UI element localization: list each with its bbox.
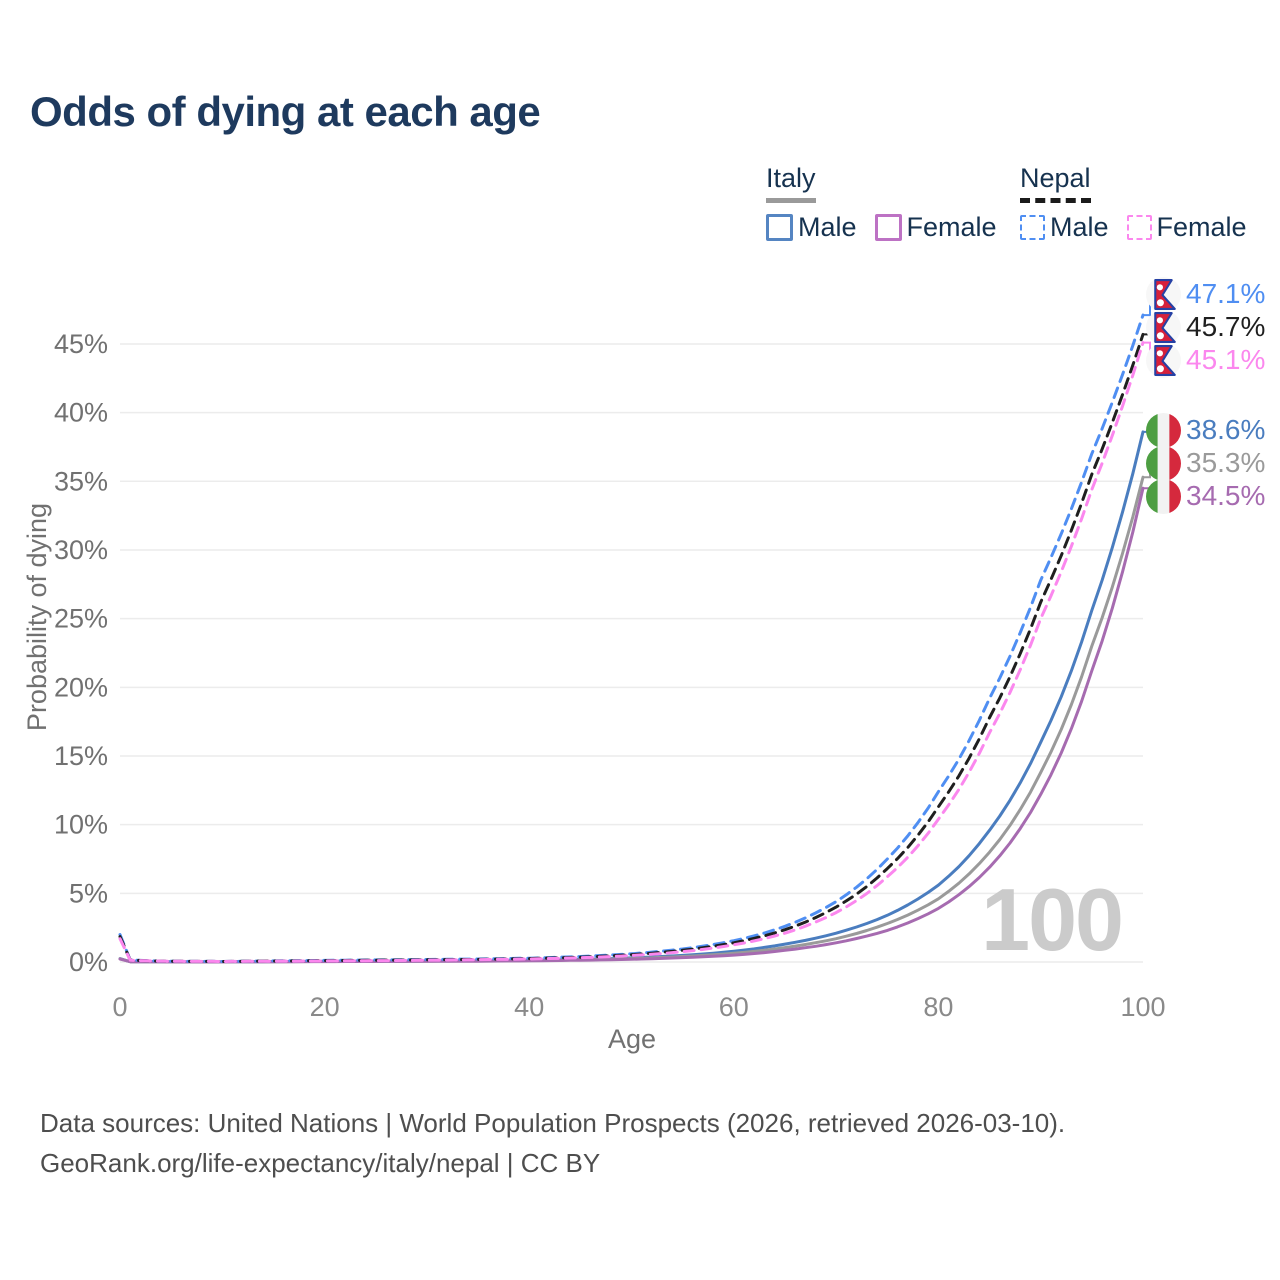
italy-female-swatch-icon xyxy=(874,214,902,241)
age-watermark: 100 xyxy=(981,870,1122,969)
italy-flag-icon xyxy=(1146,445,1181,481)
x-axis-title: Age xyxy=(608,1024,656,1054)
y-tick-label: 15% xyxy=(54,741,108,771)
y-tick-label: 45% xyxy=(54,329,108,359)
end-value: 35.3% xyxy=(1186,447,1266,478)
legend-item-italy-female[interactable]: Female xyxy=(874,212,997,243)
y-tick-label: 35% xyxy=(54,466,108,496)
y-tick-label: 30% xyxy=(54,535,108,565)
italy-male-swatch-icon xyxy=(766,214,793,241)
x-tick-label: 100 xyxy=(1120,992,1165,1022)
legend-country-italy: Italy xyxy=(766,163,816,203)
legend-item-label: Female xyxy=(1156,212,1247,242)
italy-flag-icon xyxy=(1146,412,1181,448)
y-tick-label: 5% xyxy=(69,878,108,908)
end-value: 34.5% xyxy=(1186,480,1266,511)
end-value: 45.1% xyxy=(1186,344,1266,375)
end-label-nepal-combined: 45.7% xyxy=(1146,309,1265,345)
legend-item-nepal-male[interactable]: Male xyxy=(1020,212,1109,243)
x-tick-label: 40 xyxy=(514,992,544,1022)
source-line-1: Data sources: United Nations | World Pop… xyxy=(40,1108,1066,1138)
legend-group-italy: Italy Male Female xyxy=(766,163,997,243)
x-tick-label: 20 xyxy=(310,992,340,1022)
nepal-flag-icon xyxy=(1146,342,1181,378)
end-value: 38.6% xyxy=(1186,414,1266,445)
end-value: 47.1% xyxy=(1186,278,1266,309)
y-tick-label: 0% xyxy=(69,947,108,977)
end-label-nepal-female: 45.1% xyxy=(1146,342,1265,378)
legend-item-label: Male xyxy=(1050,212,1109,242)
y-tick-label: 25% xyxy=(54,604,108,634)
y-tick-label: 10% xyxy=(54,810,108,840)
series-line-nepal-combined xyxy=(118,332,1145,963)
x-tick-label: 60 xyxy=(719,992,749,1022)
legend-item-label: Female xyxy=(906,212,997,242)
italy-flag-icon xyxy=(1146,478,1181,514)
legend-item-nepal-female[interactable]: Female xyxy=(1126,212,1247,243)
end-value: 45.7% xyxy=(1186,311,1266,342)
end-label-italy-male: 38.6% xyxy=(1146,412,1265,448)
x-tick-label: 80 xyxy=(923,992,953,1022)
end-label-italy-female: 34.5% xyxy=(1146,478,1265,514)
nepal-male-swatch-icon xyxy=(1020,215,1045,240)
y-axis-title: Probability of dying xyxy=(22,503,52,731)
nepal-flag-icon xyxy=(1146,309,1181,345)
chart-title: Odds of dying at each age xyxy=(30,88,541,135)
y-tick-label: 20% xyxy=(54,672,108,702)
legend-items-italy: Male Female xyxy=(766,212,997,243)
end-label-italy-combined: 35.3% xyxy=(1146,445,1265,481)
legend-items-nepal: Male Female xyxy=(1020,212,1247,243)
x-tick-label: 0 xyxy=(112,992,127,1022)
source-line-2: GeoRank.org/life-expectancy/italy/nepal … xyxy=(40,1148,601,1178)
legend-group-nepal: Nepal Male Female xyxy=(1020,163,1247,243)
nepal-female-swatch-icon xyxy=(1126,215,1152,240)
end-label-nepal-male: 47.1% xyxy=(1146,276,1265,312)
y-tick-label: 40% xyxy=(54,398,108,428)
legend-country-nepal: Nepal xyxy=(1020,163,1091,203)
legend-item-italy-male[interactable]: Male xyxy=(766,212,857,243)
series-line-nepal-female xyxy=(118,341,1145,963)
nepal-flag-icon xyxy=(1146,276,1181,312)
legend-item-label: Male xyxy=(798,212,857,242)
